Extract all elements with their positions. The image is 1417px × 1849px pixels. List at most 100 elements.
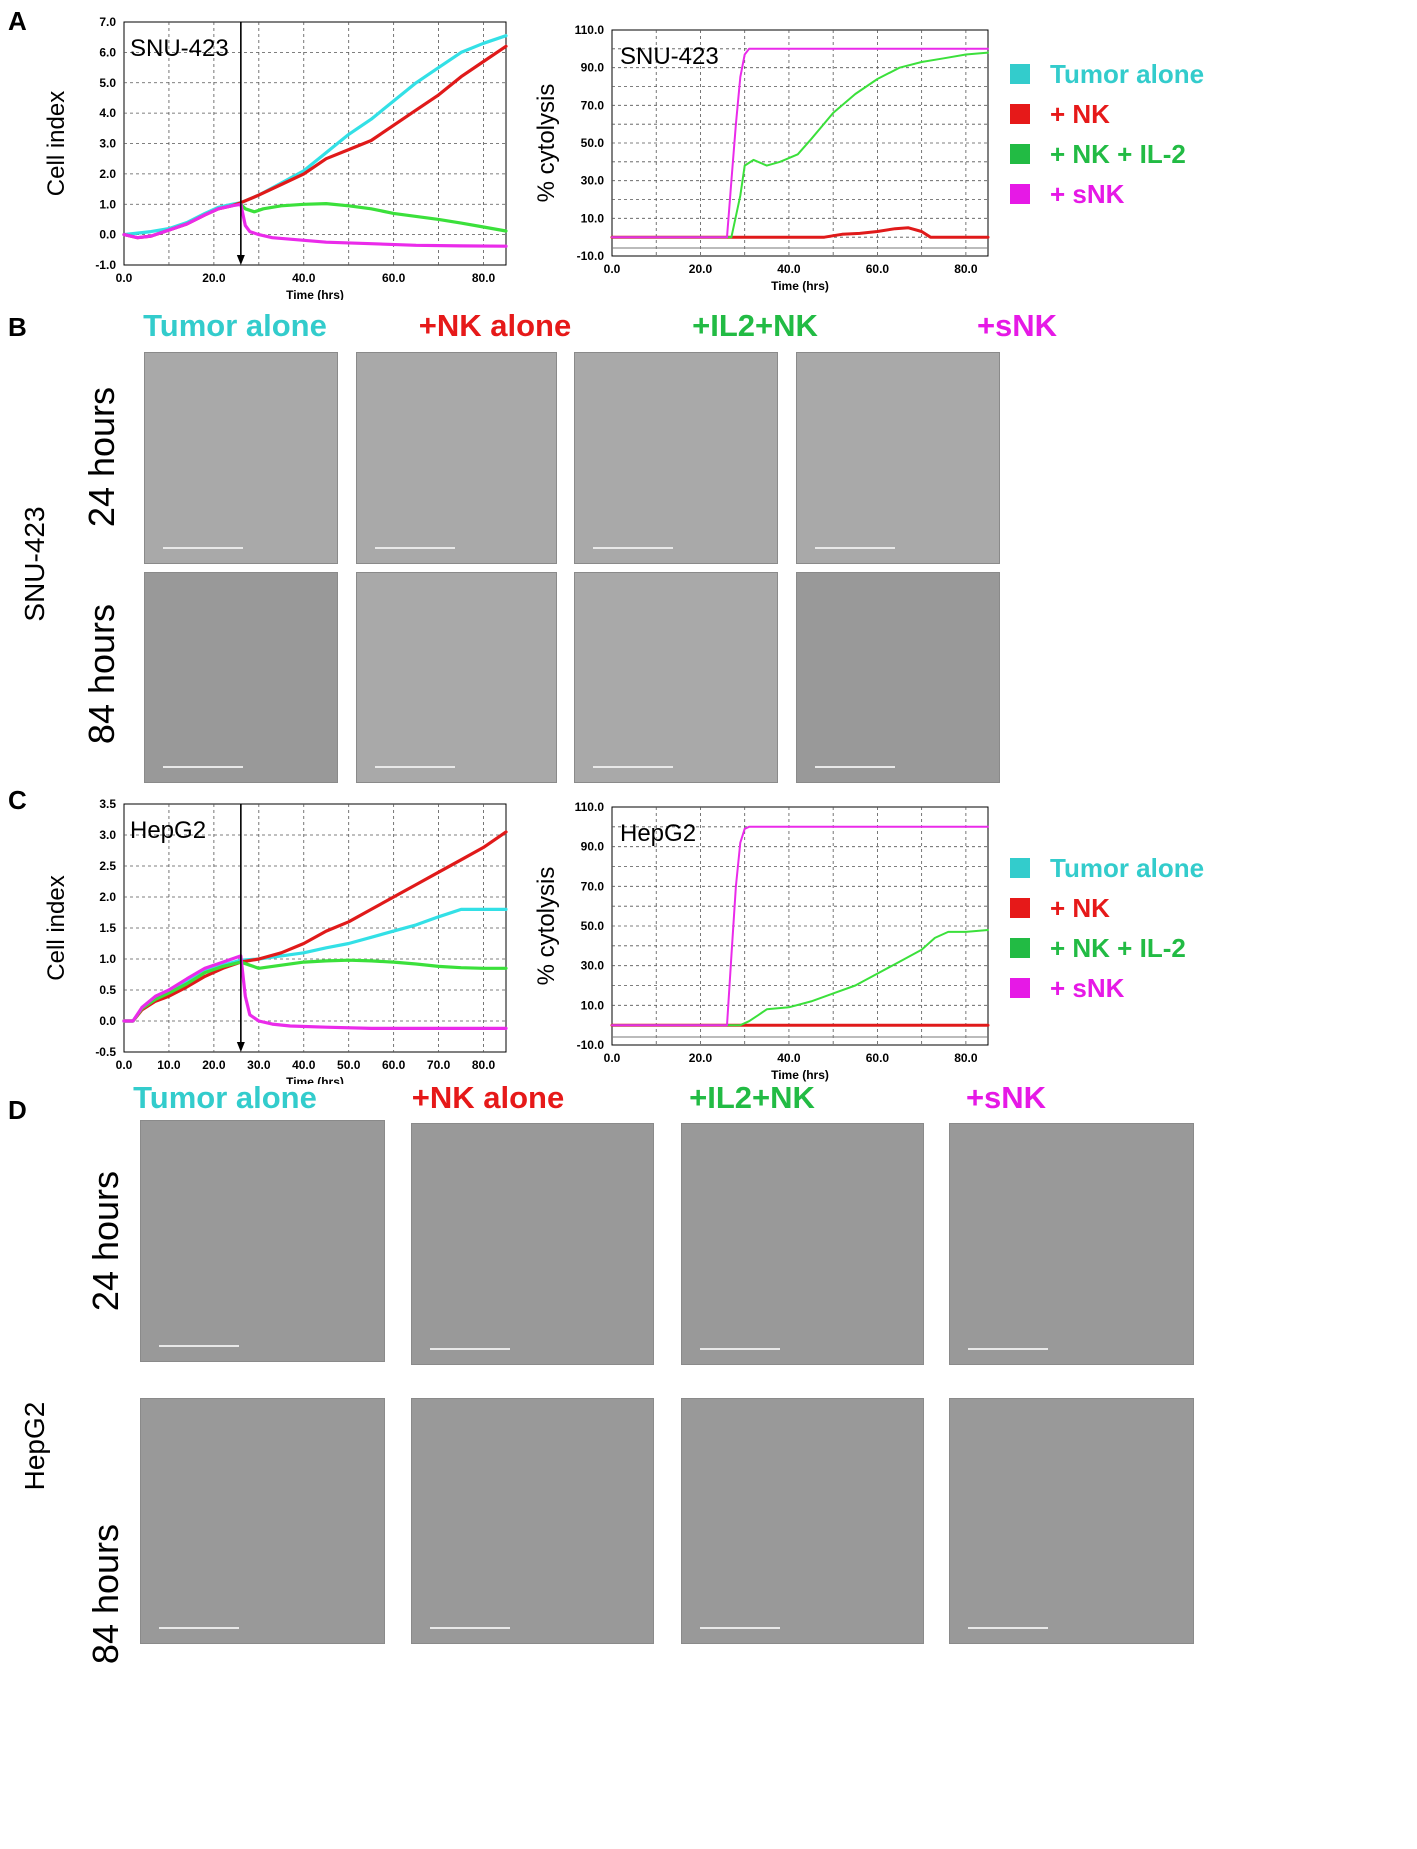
cell-line-label-hepg2: HepG2	[19, 1401, 50, 1491]
treatment-marker-arrow	[236, 1042, 245, 1052]
column-label-il2-nk-d: +IL2+NK	[689, 1080, 815, 1115]
micrograph-d-snk-24h	[949, 1123, 1194, 1365]
y-tick-label: 10.0	[581, 998, 605, 1012]
legend-label: + NK + IL-2	[1050, 932, 1186, 963]
y-tick-label: 90.0	[581, 61, 605, 75]
micrograph-d-nk-24h	[411, 1123, 654, 1365]
x-tick-label: 0.0	[604, 262, 621, 276]
y-tick-label: -10.0	[577, 249, 605, 263]
chart-title: SNU-423	[130, 35, 229, 62]
y-tick-label: 2.0	[99, 890, 116, 904]
panel-letter-d: D	[8, 1095, 27, 1125]
legend-label: + sNK	[1050, 178, 1125, 209]
y-tick-label: 3.0	[99, 137, 116, 151]
legend-swatch	[1010, 978, 1030, 998]
micrograph-d-tumor-84h	[140, 1398, 385, 1644]
legend-item: Tumor alone	[1010, 54, 1204, 94]
micrograph-b-il2-84h	[574, 572, 778, 783]
chart-a-cell-index: -1.00.01.02.03.04.05.06.07.00.0 20.0 40.0 6…	[43, 15, 508, 300]
row-label-24h-d: 24 hours	[85, 1170, 126, 1312]
y-tick-label: 4.0	[99, 106, 116, 120]
legend-swatch	[1010, 858, 1030, 878]
micrograph-b-nk-84h	[356, 572, 557, 783]
x-tick-label: 40.0	[777, 262, 801, 276]
chart-a-cytolysis: -10.0 10.0 30.0 50.0 70.0 90.0 110.0 0.0 20.0 40.…	[533, 23, 990, 293]
micrograph-b-il2-24h	[574, 352, 778, 564]
x-axis-label: Time (hrs)	[771, 1068, 829, 1082]
series-group	[122, 830, 508, 1030]
panel-letter-a: A	[8, 6, 27, 36]
series-line-snk	[122, 954, 508, 1030]
x-tick-label: 80.0	[954, 1051, 978, 1065]
panel-letter-b: B	[8, 312, 27, 342]
y-tick-label: 0.0	[99, 1014, 116, 1028]
legend-label: Tumor alone	[1050, 58, 1205, 89]
micrograph-d-il2-24h	[681, 1123, 924, 1365]
grid-lines	[124, 22, 506, 265]
y-tick-label: 3.5	[99, 797, 116, 811]
legend-item: + NK + IL-2	[1010, 928, 1204, 968]
x-tick-label: 20.0	[689, 262, 713, 276]
y-tick-label: 2.5	[99, 859, 116, 873]
series-line-snk	[611, 825, 989, 1027]
legend-item: + NK + IL-2	[1010, 134, 1204, 174]
y-tick-label: -0.5	[95, 1045, 116, 1059]
x-tick-label: 20.0	[689, 1051, 713, 1065]
legend-swatch	[1010, 104, 1030, 124]
y-tick-label: 0.0	[99, 228, 116, 242]
legend-label: Tumor alone	[1050, 852, 1205, 883]
x-tick-label: 20.0	[202, 1058, 226, 1072]
y-tick-label: 50.0	[581, 136, 605, 150]
legend-item: + NK	[1010, 94, 1204, 134]
micrograph-d-snk-84h	[949, 1398, 1194, 1644]
column-label-nk-alone: +NK alone	[418, 308, 572, 343]
y-tick-label: 50.0	[581, 919, 605, 933]
series-line-snk	[122, 202, 508, 248]
x-axis-label: Time (hrs)	[286, 1075, 344, 1084]
x-tick-label: 60.0	[866, 262, 890, 276]
micrograph-d-nk-84h	[411, 1398, 654, 1644]
chart-title: HepG2	[130, 817, 206, 844]
series-group	[122, 34, 508, 248]
column-label-snk-d: +sNK	[965, 1080, 1047, 1115]
series-line-nk-il2	[239, 202, 508, 233]
y-tick-label: 7.0	[99, 15, 116, 29]
x-tick-label: 80.0	[954, 262, 978, 276]
x-tick-label: 40.0	[777, 1051, 801, 1065]
x-tick-label: 0.0	[116, 1058, 133, 1072]
series-line-nk-il2	[611, 929, 989, 1027]
y-tick-label: -1.0	[95, 258, 116, 272]
x-tick-label: 70.0	[427, 1058, 451, 1072]
y-tick-label: 70.0	[581, 879, 605, 893]
legend-item: + NK	[1010, 888, 1204, 928]
y-axis-label: Cell index	[43, 91, 70, 196]
y-tick-label: 30.0	[581, 174, 605, 188]
x-tick-label: 20.0	[202, 271, 226, 285]
y-tick-label: 5.0	[99, 76, 116, 90]
y-tick-label: 30.0	[581, 959, 605, 973]
y-tick-label: 0.5	[99, 983, 116, 997]
panel-letter-c: C	[8, 785, 27, 815]
series-line-nk	[122, 830, 508, 1023]
x-axis-label: Time (hrs)	[286, 288, 344, 300]
y-tick-label: 70.0	[581, 98, 605, 112]
y-tick-label: 90.0	[581, 840, 605, 854]
column-label-snk: +sNK	[976, 308, 1058, 343]
column-label-tumor-alone: Tumor alone	[143, 308, 327, 343]
x-tick-label: 60.0	[382, 271, 406, 285]
x-tick-label: 60.0	[382, 1058, 406, 1072]
x-tick-label: 10.0	[157, 1058, 181, 1072]
x-tick-label: 0.0	[116, 271, 133, 285]
legend-label: + NK + IL-2	[1050, 138, 1186, 169]
micrograph-b-snk-24h	[796, 352, 1000, 564]
y-axis-label: % cytolysis	[533, 867, 560, 986]
micrograph-b-tumor-24h	[144, 352, 338, 564]
column-label-nk-alone-d: +NK alone	[411, 1080, 565, 1115]
legend-swatch	[1010, 898, 1030, 918]
x-tick-label: 80.0	[472, 1058, 496, 1072]
legend-item: + sNK	[1010, 968, 1204, 1008]
legend-swatch	[1010, 144, 1030, 164]
y-axis-label: Cell index	[43, 875, 70, 980]
y-tick-label: 110.0	[575, 23, 605, 37]
legend-item: Tumor alone	[1010, 848, 1204, 888]
